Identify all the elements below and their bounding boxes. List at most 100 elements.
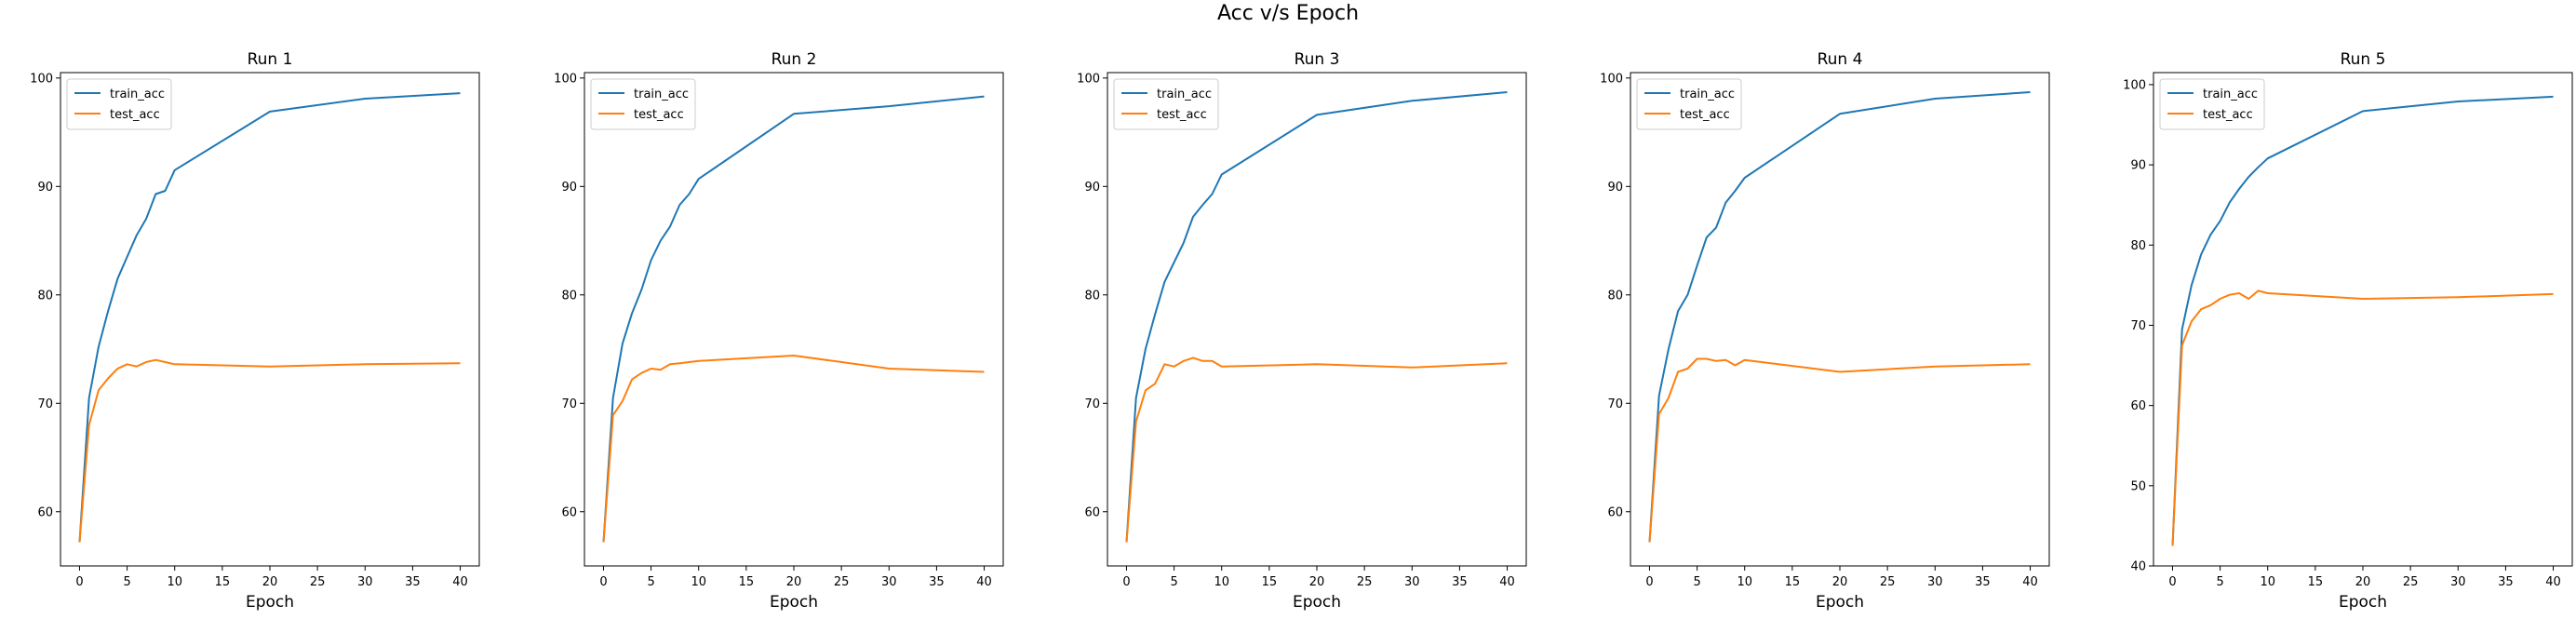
x-tick-label: 40: [2545, 575, 2561, 589]
y-tick-label: 70: [1607, 397, 1623, 411]
x-tick-label: 15: [2308, 575, 2324, 589]
y-tick-label: 100: [1600, 72, 1623, 86]
chart-title: Run 2: [771, 50, 817, 69]
y-tick-label: 100: [1077, 72, 1100, 86]
x-tick-label: 25: [310, 575, 326, 589]
y-tick-label: 60: [2130, 399, 2146, 413]
y-tick-label: 90: [2130, 159, 2146, 173]
series-line-test_acc: [2171, 289, 2554, 546]
x-tick-label: 25: [834, 575, 850, 589]
y-tick-label: 100: [554, 72, 577, 86]
x-tick-label: 20: [1309, 575, 1325, 589]
x-tick-label: 25: [1357, 575, 1373, 589]
legend-entry: test_acc: [1680, 108, 1730, 122]
y-tick-label: 60: [1084, 505, 1100, 519]
y-tick-label: 50: [2130, 479, 2146, 493]
x-tick-label: 30: [357, 575, 373, 589]
x-tick-label: 20: [2355, 575, 2371, 589]
series-line-train_acc: [78, 92, 461, 543]
legend-box: [2159, 78, 2265, 130]
x-tick-label: 40: [452, 575, 468, 589]
chart-panel-3: Run 3 0 5 10 15 20 25 30 35 40 60 70 80 90 100 Epoch tra…: [1077, 50, 1527, 612]
chart-panel-4: Run 4 0 5 10 15 20 25 30 35 40 60 70 80 90 100 Epoch tra…: [1600, 50, 2050, 612]
x-tick-label: 35: [2498, 575, 2514, 589]
x-tick-label: 35: [929, 575, 945, 589]
x-tick-label: 10: [167, 575, 182, 589]
chart-title: Run 1: [248, 50, 293, 69]
legend: train_acc test_acc: [1113, 78, 1219, 130]
x-tick-label: 15: [1262, 575, 1278, 589]
plot-frame: [1630, 72, 2050, 567]
figure-title: Acc v/s Epoch: [1216, 2, 1360, 25]
x-tick-label: 35: [1452, 575, 1468, 589]
x-tick-label: 0: [599, 575, 607, 589]
y-tick-label: 90: [561, 181, 577, 195]
x-tick-label: 10: [2260, 575, 2275, 589]
legend-entry: train_acc: [1680, 87, 1735, 101]
legend-box: [1636, 78, 1742, 130]
x-tick-label: 30: [881, 575, 897, 589]
x-tick-label: 20: [262, 575, 278, 589]
legend-entry: test_acc: [1157, 108, 1207, 122]
y-tick-label: 40: [2130, 560, 2146, 574]
x-tick-label: 10: [1214, 575, 1229, 589]
chart-panel-2: Run 2 0 5 10 15 20 25 30 35 40 60 70 80 90 100 Epoch tra…: [554, 50, 1004, 612]
legend-entry: test_acc: [2203, 108, 2253, 122]
y-tick-label: 80: [37, 289, 53, 303]
chart-title: Run 3: [1295, 50, 1340, 69]
legend: train_acc test_acc: [1636, 78, 1742, 130]
x-tick-label: 0: [1122, 575, 1130, 589]
x-tick-label: 30: [1927, 575, 1943, 589]
x-tick-label: 0: [2168, 575, 2176, 589]
plot-frame: [1107, 72, 1527, 567]
x-axis-label: Epoch: [770, 593, 818, 612]
plot-frame: [584, 72, 1004, 567]
series-line-train_acc: [1125, 91, 1508, 543]
x-tick-label: 40: [976, 575, 992, 589]
y-tick-label: 100: [30, 72, 53, 86]
y-tick-label: 70: [37, 397, 53, 411]
x-tick-label: 40: [1499, 575, 1515, 589]
y-tick-label: 60: [561, 505, 577, 519]
legend-entry: train_acc: [110, 87, 165, 101]
x-axis-label: Epoch: [246, 593, 294, 612]
x-tick-label: 35: [405, 575, 421, 589]
x-tick-label: 5: [2216, 575, 2223, 589]
y-tick-label: 60: [37, 505, 53, 519]
x-tick-label: 5: [647, 575, 654, 589]
chart-panel-1: Run 1 0 5 10 15 20 25 30 35 40 60 70 80 90 100 Epoch tra…: [30, 50, 480, 612]
x-tick-label: 5: [1693, 575, 1700, 589]
legend-box: [66, 78, 172, 130]
x-tick-label: 15: [1785, 575, 1801, 589]
y-tick-label: 80: [2130, 239, 2146, 253]
chart-title: Run 5: [2341, 50, 2386, 69]
x-tick-label: 30: [1404, 575, 1420, 589]
x-tick-label: 20: [786, 575, 802, 589]
x-tick-label: 35: [1975, 575, 1991, 589]
legend-entry: train_acc: [634, 87, 689, 101]
x-tick-label: 10: [1737, 575, 1752, 589]
legend-entry: train_acc: [2203, 87, 2258, 101]
legend-box: [1113, 78, 1219, 130]
series-line-test_acc: [1125, 357, 1508, 543]
legend: train_acc test_acc: [66, 78, 172, 130]
series-line-train_acc: [602, 95, 985, 543]
legend-entry: train_acc: [1157, 87, 1212, 101]
y-tick-label: 70: [2130, 319, 2146, 333]
x-tick-label: 15: [215, 575, 231, 589]
legend: train_acc test_acc: [590, 78, 696, 130]
y-tick-label: 90: [1084, 181, 1100, 195]
series-line-test_acc: [78, 358, 461, 543]
y-tick-label: 80: [1607, 289, 1623, 303]
x-tick-label: 0: [75, 575, 83, 589]
plot-frame: [60, 72, 480, 567]
series-line-train_acc: [1648, 91, 2031, 543]
y-tick-label: 60: [1607, 505, 1623, 519]
legend-entry: test_acc: [634, 108, 684, 122]
x-tick-label: 30: [2450, 575, 2466, 589]
series-line-test_acc: [602, 355, 985, 543]
x-tick-label: 25: [2403, 575, 2419, 589]
x-tick-label: 5: [1170, 575, 1177, 589]
chart-panel-5: Run 5 0 5 10 15 20 25 30 35 40 40 50 60 70 80 90 100 Epoc…: [2123, 50, 2573, 612]
